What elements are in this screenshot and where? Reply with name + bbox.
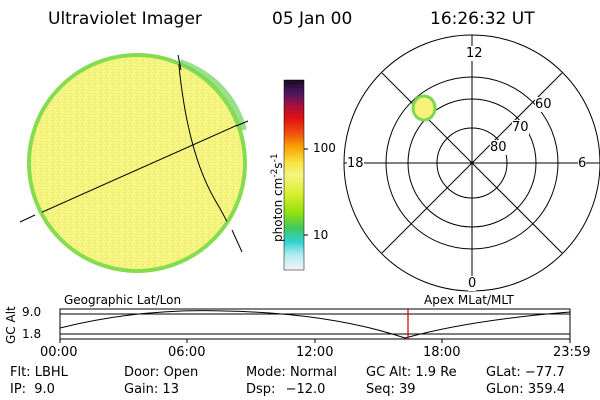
status-dsp-value: −12.0: [285, 382, 326, 397]
status-flt-value: LBHL: [34, 365, 68, 380]
status-gcalt-label: GC Alt:: [366, 365, 412, 380]
status-ip: IP: 9.0: [10, 382, 55, 397]
earth-disk: [27, 53, 247, 273]
status-door: Door: Open: [124, 365, 198, 380]
observation-date: 05 Jan 00: [272, 9, 353, 29]
lat-label-60: 60: [535, 97, 552, 112]
timeline-ytick-top: 9.0: [22, 305, 42, 319]
status-mode: Mode: Normal: [246, 365, 337, 380]
status-gain: Gain: 13: [124, 382, 179, 397]
status-door-label: Door:: [124, 365, 160, 380]
observation-time: 16:26:32 UT: [430, 9, 535, 29]
mlt-label-18: 18: [347, 156, 364, 171]
status-mode-label: Mode:: [246, 365, 286, 380]
status-gcalt: GC Alt: 1.9 Re: [366, 365, 457, 380]
status-seq-label: Seq:: [366, 382, 395, 397]
timeline-tick-0000: 00:00: [40, 345, 78, 360]
lat-label-70: 70: [512, 120, 529, 135]
status-gcalt-value: 1.9 Re: [415, 365, 457, 380]
timeline-tick-2359: 23:59: [553, 345, 591, 360]
timeline-right-header: Apex MLat/MLT: [424, 293, 514, 307]
colorbar-tick-10: 10: [313, 228, 329, 242]
instrument-title: Ultraviolet Imager: [48, 9, 202, 29]
timeline-tick-1800: 18:00: [423, 345, 461, 360]
mlt-label-6: 6: [578, 156, 587, 171]
status-seq: Seq: 39: [366, 382, 416, 397]
mlt-label-0: 0: [468, 276, 477, 291]
mlt-label-12: 12: [466, 46, 483, 61]
latitude-line: [30, 114, 244, 223]
status-ip-label: IP:: [10, 382, 27, 397]
timeline-tick-0600: 06:00: [168, 345, 206, 360]
status-glon-label: GLon:: [486, 382, 524, 397]
colorbar: [283, 79, 308, 271]
altitude-curve: [59, 310, 571, 339]
status-gain-label: Gain:: [124, 382, 159, 397]
status-glon-value: 359.4: [527, 382, 566, 397]
aurora-blob: [411, 94, 437, 122]
status-seq-value: 39: [399, 382, 416, 397]
status-flt: Flt: LBHL: [10, 365, 68, 380]
status-glat-label: GLat:: [486, 365, 521, 380]
status-dsp-label: Dsp:: [246, 382, 276, 397]
status-mode-value: Normal: [289, 365, 337, 380]
status-ip-value: 9.0: [34, 382, 55, 397]
status-glat: GLat: −77.7: [486, 365, 565, 380]
status-glat-value: −77.7: [524, 365, 565, 380]
timeline-ytick-bottom: 1.8: [22, 327, 42, 341]
status-glon: GLon: 359.4: [486, 382, 565, 397]
status-door-value: Open: [163, 365, 199, 380]
status-flt-label: Flt:: [10, 365, 31, 380]
disk-edge-glow: [178, 59, 247, 131]
timeline-left-header: Geographic Lat/Lon: [64, 293, 182, 307]
timeline-tick-1200: 12:00: [296, 345, 334, 360]
colorbar-tick-100: 100: [313, 141, 336, 155]
status-gain-value: 13: [162, 382, 179, 397]
status-dsp: Dsp: −12.0: [246, 382, 325, 397]
lat-label-80: 80: [490, 140, 507, 155]
